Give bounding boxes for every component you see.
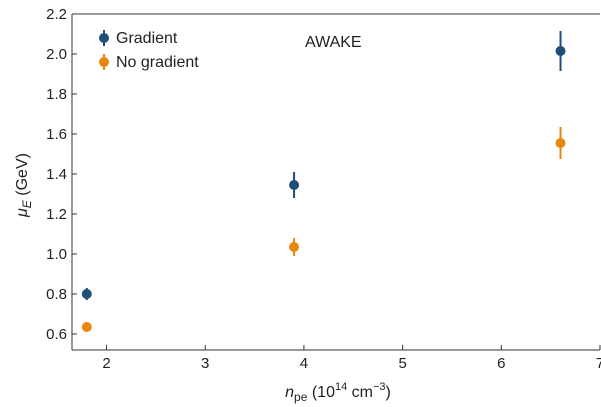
data-point (555, 46, 566, 56)
chart-annotation: AWAKE (305, 34, 362, 51)
y-axis-label-sub: E (20, 199, 34, 208)
x-axis-label-unit-mid: cm (347, 384, 373, 401)
data-point (81, 289, 92, 299)
y-tick-label: 0.8 (46, 286, 67, 303)
x-axis-label-unit-sup2: −3 (373, 381, 386, 393)
legend-marker (99, 57, 109, 67)
x-axis-label-unit-prefix: (10 (307, 384, 335, 401)
data-point (555, 138, 566, 148)
x-axis-label-base: n (285, 384, 294, 401)
ticks: 2 3 4 5 6 7 0.6 0.8 1.0 1.2 1.4 1.6 1.8 2.0 2.2 (46, 6, 601, 372)
y-tick-label: 1.0 (46, 246, 67, 263)
y-tick-label: 0.6 (46, 326, 67, 343)
legend: Gradient No gradient (99, 30, 199, 71)
y-tick-label: 1.6 (46, 126, 67, 143)
y-axis-label: μE (GeV) (14, 153, 34, 218)
y-tick-label: 2.0 (46, 46, 67, 63)
y-axis-label-base: μ (14, 208, 31, 218)
x-tick-label: 5 (398, 355, 406, 372)
data-marks (81, 31, 566, 332)
y-tick-label: 1.2 (46, 206, 67, 223)
x-axis-label-unit-suffix: ) (386, 384, 391, 401)
y-tick-label: 2.2 (46, 6, 67, 23)
x-axis-label-sub: pe (294, 390, 308, 404)
series-group (81, 31, 566, 300)
y-tick-label: 1.4 (46, 166, 67, 183)
data-point (289, 180, 300, 190)
y-axis-label-unit: (GeV) (14, 153, 31, 200)
legend-marker (99, 33, 109, 43)
x-axis-label-unit-sup: 14 (335, 381, 347, 393)
data-point (289, 242, 300, 252)
x-tick-label: 6 (497, 355, 505, 372)
legend-label: Gradient (116, 30, 178, 47)
legend-label: No gradient (116, 54, 199, 71)
x-tick-label: 3 (201, 355, 209, 372)
x-tick-label: 4 (300, 355, 308, 372)
x-tick-label: 7 (596, 355, 601, 372)
y-tick-label: 1.8 (46, 86, 67, 103)
series-group (81, 127, 566, 332)
x-tick-label: 2 (102, 355, 110, 372)
data-point (81, 322, 92, 332)
x-axis-label: npe (1014 cm−3) (285, 381, 391, 404)
